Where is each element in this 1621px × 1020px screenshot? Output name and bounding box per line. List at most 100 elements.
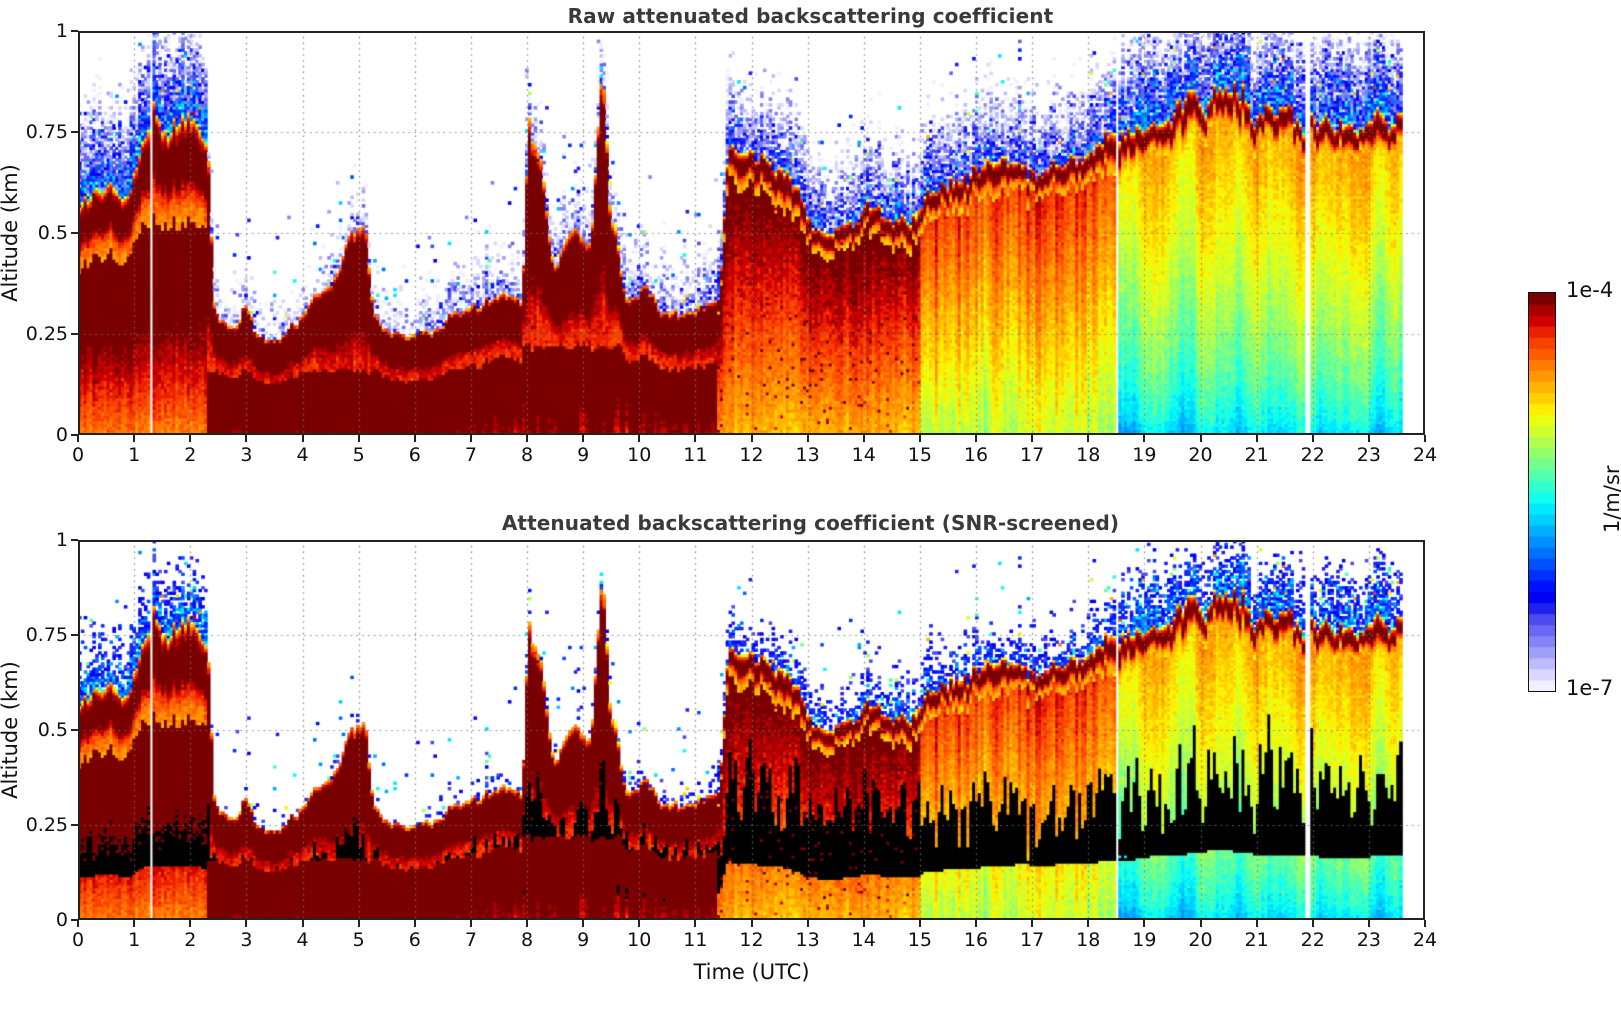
y-tick-label-0.25: 0.25: [25, 814, 68, 836]
x-tickmark: [77, 920, 79, 927]
y-tickmark: [71, 824, 78, 826]
x-tick-label-3: 3: [240, 929, 253, 951]
x-tickmark: [1424, 435, 1426, 442]
x-tickmark: [975, 435, 977, 442]
x-tickmark: [694, 920, 697, 927]
x-tickmark: [301, 435, 304, 442]
x-tick-label-14: 14: [851, 929, 876, 951]
x-tick-label-11: 11: [683, 444, 708, 466]
y-tickmark: [71, 539, 78, 541]
x-tickmark: [582, 920, 585, 927]
x-tick-label-4: 4: [296, 444, 309, 466]
colorbar: [1528, 292, 1556, 692]
x-tickmark: [189, 920, 192, 927]
x-tick-label-24: 24: [1412, 929, 1438, 951]
x-tick-label-18: 18: [1076, 444, 1101, 466]
y-tickmark: [71, 434, 78, 436]
x-tickmark: [918, 920, 921, 927]
y-tickmark: [71, 729, 78, 731]
x-tick-label-8: 8: [520, 444, 534, 466]
x-tick-label-15: 15: [907, 444, 932, 466]
x-tickmark: [413, 920, 416, 927]
x-axis-label: Time (UTC): [693, 960, 810, 984]
panel-raw: [78, 31, 1425, 435]
x-tickmark: [638, 435, 641, 442]
panel-title-raw: Raw attenuated backscattering coefficien…: [567, 4, 1054, 28]
x-tick-label-19: 19: [1132, 444, 1157, 466]
x-tickmark: [77, 435, 79, 442]
colorbar-min-label: 1e-7: [1566, 676, 1614, 700]
x-tick-label-12: 12: [739, 444, 764, 466]
y-tick-label-0.5: 0.5: [37, 222, 68, 244]
x-tick-label-5: 5: [352, 444, 365, 466]
y-tick-label-1: 1: [55, 529, 68, 551]
x-tickmark: [1143, 920, 1146, 927]
x-tickmark: [469, 920, 472, 927]
y-tick-label-0: 0: [55, 424, 68, 446]
x-tickmark: [133, 920, 136, 927]
x-tick-label-1: 1: [128, 444, 141, 466]
x-tick-label-0: 0: [71, 929, 85, 951]
colorbar-max-label: 1e-4: [1566, 278, 1614, 302]
x-tickmark: [638, 920, 641, 927]
x-tickmark: [806, 435, 809, 442]
x-tick-label-8: 8: [520, 929, 534, 951]
x-tick-label-5: 5: [352, 929, 365, 951]
x-tick-label-24: 24: [1412, 444, 1438, 466]
x-tick-label-19: 19: [1132, 929, 1157, 951]
x-tickmark: [413, 435, 416, 442]
x-tick-label-1: 1: [128, 929, 141, 951]
x-tickmark: [1255, 435, 1258, 442]
y-tickmark: [71, 634, 78, 636]
x-tickmark: [1255, 920, 1258, 927]
x-tick-label-3: 3: [240, 444, 253, 466]
x-tick-label-16: 16: [963, 444, 989, 466]
x-tick-label-18: 18: [1076, 929, 1101, 951]
x-tick-label-13: 13: [795, 929, 820, 951]
x-tick-label-21: 21: [1244, 444, 1269, 466]
y-axis-label-raw: Altitude (km): [0, 164, 22, 302]
x-tickmark: [133, 435, 136, 442]
x-tick-label-6: 6: [408, 929, 421, 951]
x-tickmark: [469, 435, 472, 442]
x-tickmark: [1031, 920, 1034, 927]
x-tick-label-11: 11: [683, 929, 708, 951]
x-tick-label-10: 10: [627, 444, 652, 466]
x-tick-label-17: 17: [1020, 444, 1045, 466]
x-tick-label-0: 0: [71, 444, 85, 466]
x-tickmark: [526, 435, 528, 442]
x-tick-label-15: 15: [907, 929, 932, 951]
heatmap-screened: [78, 540, 1425, 920]
x-tickmark: [189, 435, 192, 442]
x-tick-label-9: 9: [577, 929, 590, 951]
y-tickmark: [71, 232, 78, 234]
y-tickmark: [71, 333, 78, 335]
x-tickmark: [862, 920, 865, 927]
x-tick-label-21: 21: [1244, 929, 1269, 951]
x-tick-label-16: 16: [963, 929, 989, 951]
y-tickmark: [71, 131, 78, 133]
y-tick-label-0.75: 0.75: [25, 624, 68, 646]
x-tickmark: [245, 435, 248, 442]
x-tickmark: [1367, 920, 1370, 927]
x-tick-label-23: 23: [1356, 929, 1381, 951]
y-axis-label-screened: Altitude (km): [0, 661, 22, 799]
y-tick-label-1: 1: [55, 20, 68, 42]
x-tickmark: [1424, 920, 1426, 927]
x-tick-label-14: 14: [851, 444, 876, 466]
panel-title-screened: Attenuated backscattering coefficient (S…: [501, 511, 1120, 535]
x-tick-label-7: 7: [464, 929, 477, 951]
x-tick-label-20: 20: [1188, 929, 1213, 951]
x-tick-label-22: 22: [1300, 929, 1325, 951]
x-tickmark: [862, 435, 865, 442]
x-tick-label-2: 2: [184, 444, 197, 466]
x-tickmark: [1087, 920, 1090, 927]
y-tick-label-0: 0: [55, 909, 68, 931]
x-tickmark: [1199, 435, 1202, 442]
x-tickmark: [526, 920, 528, 927]
x-tickmark: [357, 435, 360, 442]
x-tickmark: [582, 435, 585, 442]
y-tickmark: [71, 919, 78, 921]
x-tick-label-4: 4: [296, 929, 309, 951]
